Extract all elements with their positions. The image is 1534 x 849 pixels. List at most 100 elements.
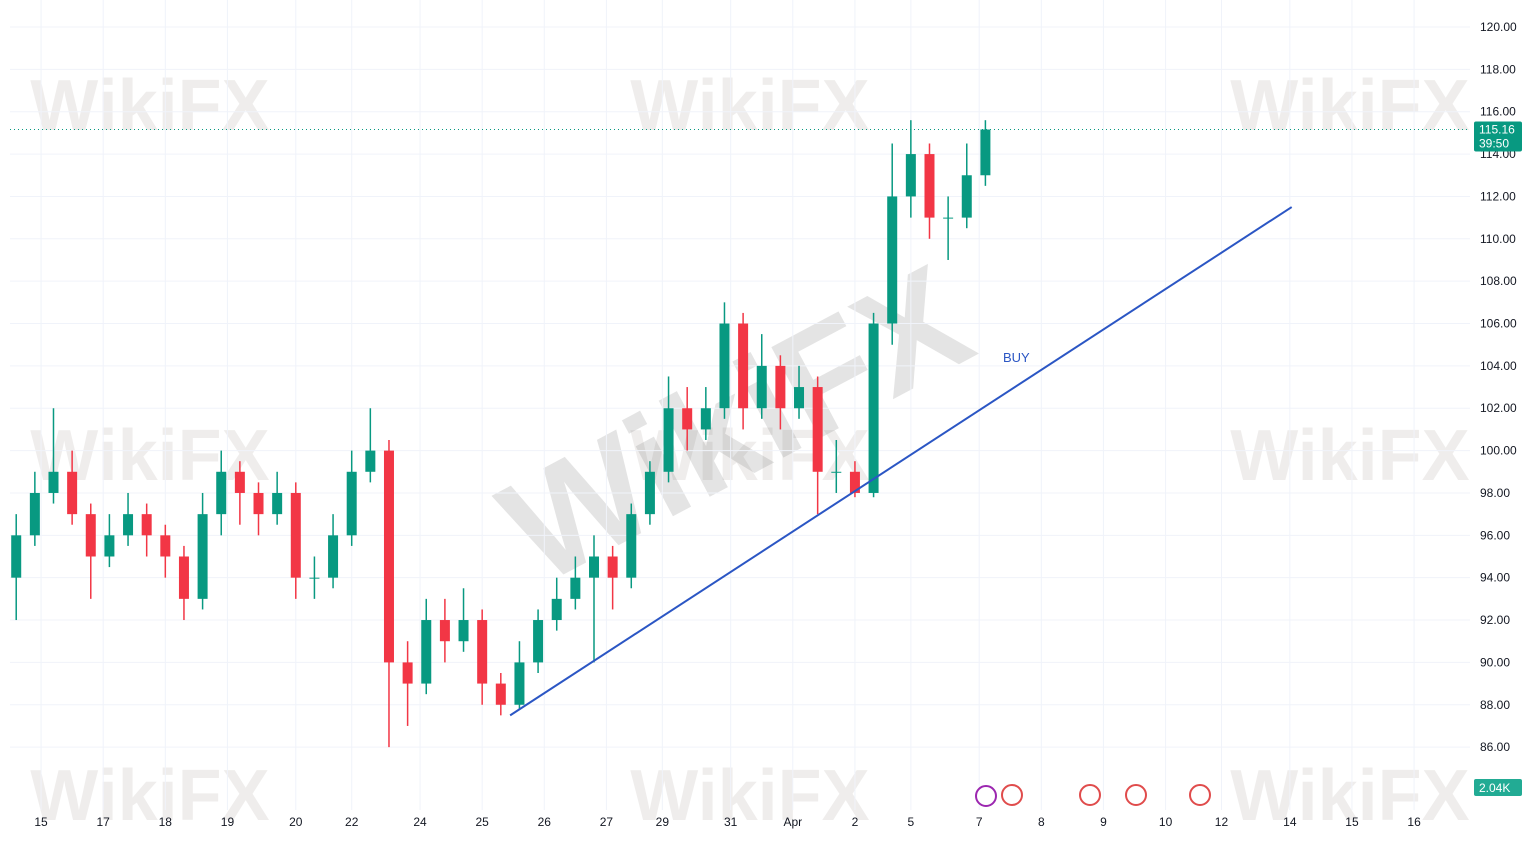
candle-body (104, 535, 115, 557)
countdown: 39:50 (1479, 137, 1509, 151)
candle-body (514, 662, 525, 705)
y-tick-label: 100.00 (1480, 444, 1517, 458)
candle-body (607, 556, 618, 578)
x-tick-label: 7 (976, 815, 983, 829)
y-tick-label: 88.00 (1480, 698, 1510, 712)
candle-body (160, 535, 171, 557)
x-tick-label: 16 (1407, 815, 1421, 829)
x-tick-label: 9 (1100, 815, 1107, 829)
candle-body (48, 471, 59, 493)
x-tick-label: 2 (852, 815, 859, 829)
x-tick-label: 22 (345, 815, 359, 829)
x-tick-label: 27 (600, 815, 614, 829)
candle-body (29, 492, 40, 536)
volume-box (1474, 779, 1522, 796)
watermark: WikiFX (30, 756, 269, 836)
candle-body (439, 620, 450, 642)
candle-body (831, 471, 842, 473)
watermark: WikiFX (1230, 756, 1469, 836)
y-tick-label: 118.00 (1480, 62, 1516, 76)
candle-body (234, 471, 245, 493)
watermark: WikiFX (630, 756, 869, 836)
x-tick-label: 18 (159, 815, 173, 829)
candle-body (980, 129, 991, 176)
candle-body (178, 556, 189, 599)
candle-body (644, 471, 655, 515)
y-tick-label: 96.00 (1480, 528, 1510, 542)
watermark: WikiFX (30, 416, 269, 496)
y-tick-label: 98.00 (1480, 486, 1510, 500)
y-tick-label: 102.00 (1480, 401, 1517, 415)
candle-body (700, 408, 711, 430)
watermark: WikiFX (630, 66, 869, 146)
candle-body (216, 471, 227, 515)
x-tick-label: 26 (538, 815, 552, 829)
candle-body (589, 556, 599, 578)
y-tick-label: 116.00 (1480, 105, 1516, 119)
axes: 86.00 88.00 90.00 92.00 94.00 96.00 98.00 100.0… (34, 20, 1522, 829)
candle-body (495, 683, 506, 705)
x-tick-label: 24 (413, 815, 427, 829)
watermark: WikiFX (30, 66, 269, 146)
y-tick-label: 92.00 (1480, 613, 1510, 627)
candle-body (551, 598, 562, 621)
candle-body (663, 408, 674, 472)
event-icon (975, 785, 997, 807)
last-price-box (1474, 121, 1522, 152)
trendline (509, 206, 1293, 717)
candle-body (141, 514, 152, 536)
event-icon (1001, 784, 1023, 806)
candle-body (11, 535, 22, 578)
candle-body (794, 387, 805, 409)
event-icon (1189, 784, 1211, 806)
candle-body (346, 471, 357, 536)
watermark: WikiFX (1230, 66, 1469, 146)
candle-body (905, 154, 916, 197)
candle-body (197, 514, 208, 599)
candle-body (719, 323, 730, 409)
x-tick-label: 25 (475, 815, 489, 829)
y-tick-label: 104.00 (1480, 359, 1517, 373)
annotation: BUY (1003, 350, 1030, 365)
candle-body (67, 471, 78, 515)
y-tick-label: 110.00 (1480, 232, 1516, 246)
candle-body (868, 323, 879, 493)
y-tick-label: 112.00 (1480, 189, 1516, 203)
volume-label: 2.04K (1479, 781, 1510, 795)
candle-body (812, 387, 823, 472)
x-tick-label: 31 (724, 815, 738, 829)
event-icons (975, 784, 1211, 807)
x-tick-label: 19 (221, 815, 235, 829)
candle-body (961, 175, 972, 218)
candle-body (123, 514, 134, 536)
candle-body (738, 323, 749, 409)
candle-body (290, 492, 301, 578)
last-price-label: 115.16 (1479, 123, 1515, 137)
x-tick-label: 20 (289, 815, 303, 829)
candle-body (887, 196, 898, 324)
watermark: WikiFX (1230, 416, 1469, 496)
y-tick-label: 106.00 (1480, 317, 1517, 331)
x-tick-label: 8 (1038, 815, 1045, 829)
candle-body (533, 620, 544, 663)
x-tick-label: 17 (97, 815, 111, 829)
x-tick-label: 15 (34, 815, 48, 829)
y-tick-label: 90.00 (1480, 655, 1510, 669)
candle-body (253, 492, 264, 515)
candle-body (943, 217, 954, 219)
y-tick-label: 86.00 (1480, 740, 1510, 754)
candle-body (383, 450, 394, 663)
candle-body (570, 577, 581, 599)
x-tick-label: 14 (1283, 815, 1297, 829)
candle-body (309, 577, 320, 579)
x-tick-label: 29 (656, 815, 670, 829)
candle-body (365, 450, 376, 472)
candle-body (458, 620, 469, 642)
candle-body (849, 471, 860, 493)
event-icon (1079, 784, 1101, 806)
event-icon (1125, 784, 1147, 806)
candle-body (775, 365, 786, 409)
